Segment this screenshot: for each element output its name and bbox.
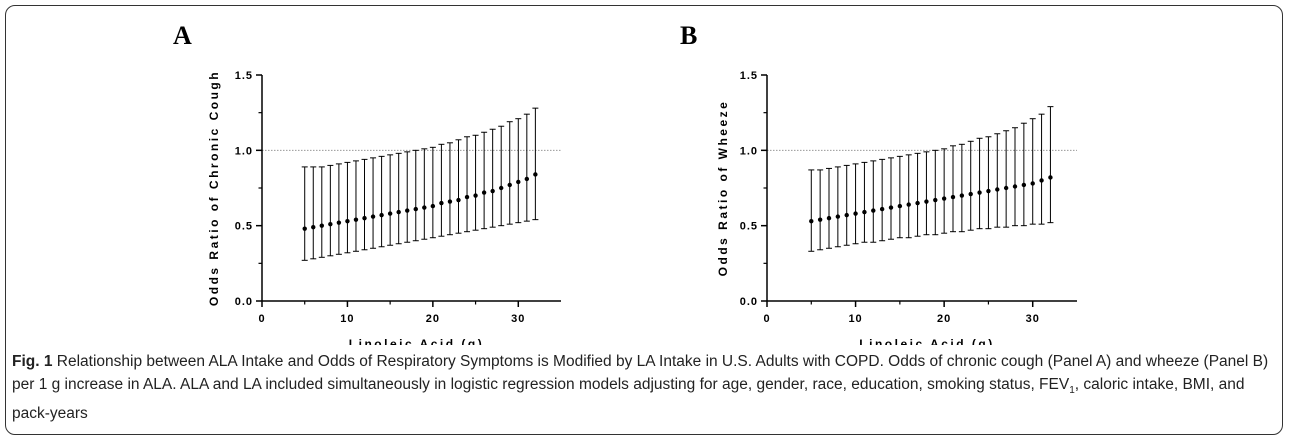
- data-point: [1030, 181, 1035, 186]
- data-point: [835, 214, 841, 219]
- caption-text: Relationship between ALA Intake and Odds…: [12, 353, 1269, 393]
- data-point: [809, 218, 814, 224]
- data-point: [1048, 175, 1053, 180]
- x-tick-label: 0: [258, 313, 265, 325]
- x-tick-label: 30: [511, 313, 525, 325]
- x-tick-label: 20: [426, 313, 440, 325]
- data-point: [915, 200, 920, 206]
- y-tick-label: 0.5: [235, 221, 253, 233]
- y-tick-label: 1.5: [235, 70, 253, 82]
- y-tick-label: 1.0: [740, 145, 758, 157]
- data-point: [826, 215, 832, 221]
- data-point: [336, 220, 342, 225]
- x-tick-label: 10: [340, 313, 354, 325]
- data-point: [844, 212, 849, 218]
- data-point: [888, 205, 894, 210]
- x-tick-label: 0: [763, 313, 770, 325]
- data-point: [986, 188, 991, 194]
- data-point: [995, 187, 1000, 192]
- caption-label: Fig. 1: [12, 353, 53, 370]
- panel-a-chart: A 0.0 0.5 1.0 1.5 0 10 20 30 Linoleic Acid (g) Odd…: [173, 21, 561, 345]
- data-point: [447, 199, 453, 204]
- data-point: [977, 190, 982, 195]
- data-point: [302, 226, 307, 231]
- data-point: [379, 212, 384, 218]
- caption-subscript: 1: [1069, 385, 1075, 397]
- data-point: [817, 217, 823, 222]
- data-point: [387, 211, 393, 216]
- data-point: [499, 185, 504, 191]
- y-tick-label: 0.0: [235, 296, 253, 308]
- y-axis-title: Odds Ratio of Chronic Cough: [207, 70, 221, 306]
- data-point: [959, 193, 965, 198]
- data-point: [490, 188, 495, 194]
- data-point: [328, 221, 333, 227]
- panel-letter: A: [173, 21, 192, 50]
- y-tick-label: 0.5: [740, 221, 758, 233]
- data-point: [456, 197, 461, 203]
- x-tick-label: 30: [1026, 313, 1040, 325]
- data-point: [481, 190, 487, 195]
- y-axis-title: Odds Ratio of Wheeze: [716, 100, 730, 277]
- figure-caption: Fig. 1 Relationship between ALA Intake a…: [12, 350, 1274, 425]
- data-point: [353, 217, 359, 222]
- x-tick-label: 20: [937, 313, 951, 325]
- data-point: [311, 224, 316, 230]
- data-point: [1012, 184, 1018, 189]
- data-point: [924, 199, 929, 204]
- panel-letter: B: [680, 21, 697, 50]
- y-tick-label: 0.0: [740, 296, 758, 308]
- data-point: [319, 223, 324, 228]
- data-point: [439, 200, 444, 206]
- data-point: [950, 194, 956, 200]
- data-point: [362, 215, 367, 221]
- data-point: [464, 194, 470, 200]
- data-point: [906, 202, 911, 207]
- data-point: [533, 172, 538, 177]
- caption-text-end: , caloric intake, BMI, and pack-years: [12, 376, 1245, 423]
- data-point: [941, 196, 947, 201]
- data-point: [871, 208, 876, 213]
- x-axis-title: Linoleic Acid (g): [859, 337, 994, 345]
- data-point: [507, 182, 512, 188]
- data-point: [430, 203, 436, 209]
- data-point: [968, 191, 973, 197]
- data-point: [345, 218, 350, 224]
- data-point: [422, 205, 427, 210]
- data-point: [473, 193, 478, 198]
- panel-b-chart: B 0.0 0.5 1.0 1.5 0 10 20 30 Linoleic Acid (g) Odd…: [680, 21, 1077, 345]
- data-point: [862, 209, 867, 215]
- data-point: [1003, 185, 1009, 191]
- x-axis-title: Linoleic Acid (g): [349, 337, 484, 345]
- data-point: [516, 179, 521, 185]
- figure-frame: [5, 5, 1283, 435]
- y-tick-label: 1.5: [740, 70, 758, 82]
- data-point: [524, 176, 530, 182]
- data-point: [879, 206, 885, 212]
- data-point: [853, 211, 858, 216]
- data-point: [396, 209, 401, 215]
- data-point: [897, 203, 903, 209]
- data-point: [1039, 178, 1044, 183]
- data-point: [413, 206, 418, 212]
- data-point: [405, 208, 410, 213]
- data-point: [1021, 182, 1027, 188]
- y-tick-label: 1.0: [235, 145, 253, 157]
- data-point: [370, 214, 376, 219]
- figure-charts: A 0.0 0.5 1.0 1.5 0 10 20 30 Linoleic Acid (g) Odd…: [173, 21, 1077, 345]
- x-tick-label: 10: [848, 313, 862, 325]
- data-point: [933, 197, 938, 203]
